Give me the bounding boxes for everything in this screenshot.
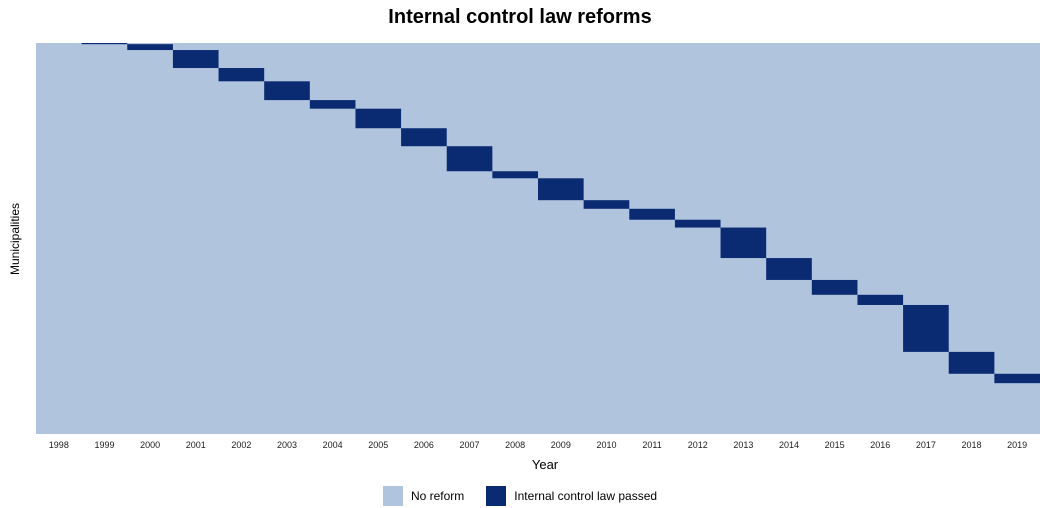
x-tick-label-2015: 2015	[825, 440, 845, 450]
x-tick-label-2018: 2018	[962, 440, 982, 450]
x-tick-label-2019: 2019	[1007, 440, 1027, 450]
reform-block-1999	[81, 43, 128, 45]
x-tick-label-2016: 2016	[870, 440, 890, 450]
reform-block-2017	[903, 304, 949, 352]
x-tick-label-2001: 2001	[186, 440, 206, 450]
x-tick-label-1998: 1998	[49, 440, 69, 450]
y-axis-title: Municipalities	[8, 202, 22, 276]
reform-block-2014	[766, 258, 812, 280]
reform-block-2003	[264, 81, 310, 101]
x-tick-label-2011: 2011	[642, 440, 661, 450]
x-axis-title: Year	[531, 457, 559, 472]
legend-swatch-law-passed	[486, 486, 507, 506]
reform-block-2005	[355, 108, 402, 129]
reform-block-2018	[948, 351, 995, 374]
reform-block-2009	[538, 178, 584, 201]
x-tick-label-2004: 2004	[323, 440, 343, 450]
chart-title: Internal control law reforms	[388, 6, 652, 28]
no-reform-area	[36, 43, 1040, 434]
x-tick-label-2005: 2005	[368, 440, 388, 450]
reform-block-2008	[492, 171, 538, 179]
reform-block-2004	[309, 100, 356, 109]
x-tick-label-2012: 2012	[688, 440, 708, 450]
legend-item-law-passed: Internal control law passed	[486, 486, 657, 506]
x-tick-label-2003: 2003	[277, 440, 297, 450]
x-tick-label-2007: 2007	[460, 440, 480, 450]
x-tick-label-2009: 2009	[551, 440, 571, 450]
reform-block-2011	[629, 208, 675, 220]
reform-block-2015	[811, 279, 858, 295]
reform-block-2010	[583, 200, 630, 209]
reform-block-2019	[994, 373, 1040, 384]
reform-block-2016	[857, 294, 904, 305]
reform-block-2002	[218, 68, 265, 82]
legend-swatch-no-reform	[382, 486, 403, 506]
x-tick-label-2006: 2006	[414, 440, 434, 450]
legend-item-no-reform: No reform	[382, 486, 465, 506]
reform-block-2001	[172, 50, 219, 69]
x-tick-label-2000: 2000	[140, 440, 160, 450]
x-tick-label-2017: 2017	[916, 440, 936, 450]
x-tick-label-1999: 1999	[94, 440, 114, 450]
x-tick-label-2010: 2010	[596, 440, 616, 450]
reform-block-2000	[127, 44, 173, 51]
reform-block-2013	[720, 227, 767, 259]
legend-label-no-reform: No reform	[410, 489, 465, 503]
x-tick-label-2013: 2013	[733, 440, 753, 450]
heatmap-plot: 1998 1999 2000 2001 2002 2003 2004 2005 2006 2007…	[36, 43, 1040, 450]
legend-label-law-passed: Internal control law passed	[514, 489, 658, 503]
x-tick-label-2002: 2002	[231, 440, 251, 450]
reform-block-2007	[446, 146, 493, 172]
reform-block-2006	[401, 128, 447, 147]
reform-block-2012	[674, 219, 721, 228]
legend: No reform Internal control law passed	[0, 486, 1040, 506]
x-tick-label-2008: 2008	[505, 440, 525, 450]
x-tick-label-2014: 2014	[779, 440, 799, 450]
